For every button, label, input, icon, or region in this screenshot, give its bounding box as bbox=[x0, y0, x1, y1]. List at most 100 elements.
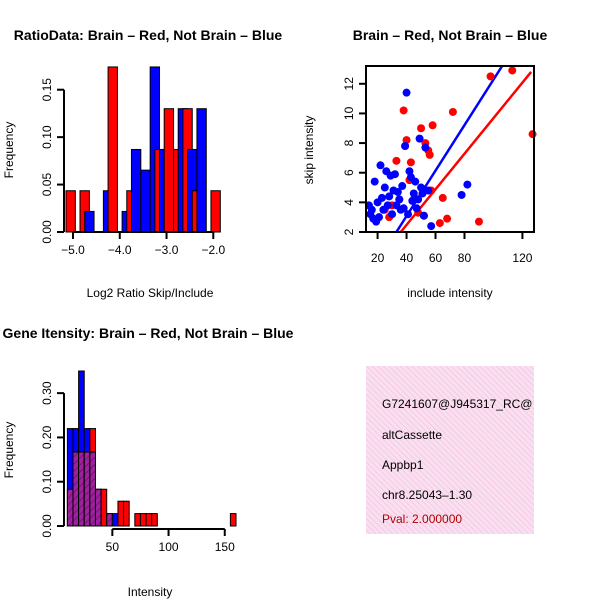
x-tick-label: 150 bbox=[215, 540, 235, 554]
y-tick-label: 10 bbox=[342, 106, 356, 120]
y-tick-label: 0.15 bbox=[40, 78, 54, 102]
ratio-histogram-title: RatioData: Brain – Red, Not Brain – Blue bbox=[14, 27, 283, 43]
brain-point bbox=[508, 66, 517, 75]
brain-bar bbox=[210, 190, 221, 233]
x-tick-label: 20 bbox=[371, 251, 385, 265]
scatter-xlabel: include intensity bbox=[407, 286, 492, 300]
not-brain-point bbox=[409, 189, 418, 198]
overlap-bar bbox=[66, 488, 74, 527]
not-brain-point bbox=[395, 195, 404, 204]
x-tick-label: −5.0 bbox=[61, 243, 85, 257]
brain-bar bbox=[163, 108, 175, 233]
brain-bar bbox=[123, 500, 130, 527]
x-tick-label: −3.0 bbox=[155, 243, 179, 257]
gene-intensity-title: Gene Itensity: Brain – Red, Not Brain – … bbox=[3, 325, 294, 341]
not-brain-point bbox=[463, 180, 472, 189]
x-tick-label: 50 bbox=[106, 540, 120, 554]
y-tick-label: 0.05 bbox=[40, 173, 54, 197]
brain-bar bbox=[139, 513, 147, 527]
brain-bar bbox=[145, 513, 153, 527]
x-tick-label: 100 bbox=[159, 540, 179, 554]
blue-fit-line bbox=[395, 65, 504, 233]
not-brain-point bbox=[398, 182, 407, 191]
not-brain-bar bbox=[196, 108, 207, 233]
not-brain-point bbox=[414, 195, 423, 204]
y-tick-label: 0.10 bbox=[40, 470, 54, 494]
x-tick-label: −4.0 bbox=[108, 243, 132, 257]
red-fit-line bbox=[399, 71, 533, 233]
gene-intensity-xlabel: Intensity bbox=[128, 585, 173, 599]
y-tick-label: 8 bbox=[342, 139, 356, 146]
not-brain-point bbox=[385, 192, 394, 201]
not-brain-point bbox=[377, 193, 386, 202]
scatter-ylabel: skip intensity bbox=[302, 116, 316, 185]
not-brain-point bbox=[390, 170, 399, 179]
not-brain-bar bbox=[111, 513, 119, 527]
y-tick-label: 0.10 bbox=[40, 125, 54, 149]
overlap-bar bbox=[94, 488, 102, 527]
not-brain-point bbox=[421, 143, 430, 152]
scatter-axes: 20 40 60 80 120 2 4 6 8 10 12 bbox=[342, 65, 535, 265]
brain-point bbox=[486, 72, 495, 81]
brain-point bbox=[399, 106, 408, 115]
overlap-bar bbox=[89, 451, 96, 527]
not-brain-point bbox=[401, 142, 410, 151]
scatter-plot-frame bbox=[365, 65, 535, 233]
brain-bar bbox=[100, 488, 108, 527]
x-tick-label: −2.0 bbox=[201, 243, 225, 257]
not-brain-point bbox=[419, 211, 428, 220]
brain-bar bbox=[229, 513, 237, 527]
info-location: chr8.25043–1.30 bbox=[382, 488, 472, 502]
gene-intensity-panel: Gene Itensity: Brain – Red, Not Brain – … bbox=[2, 325, 294, 599]
brain-bar bbox=[65, 190, 76, 233]
ratio-histogram-xlabel: Log2 Ratio Skip/Include bbox=[87, 286, 214, 300]
brain-point bbox=[474, 217, 483, 226]
intensity-scatter-panel: Brain – Red, Not Brain – Blue 20 40 60 80 12… bbox=[302, 27, 547, 300]
gene-intensity-axes: 50 100 150 0.00 0.10 0.20 0.30 bbox=[40, 381, 235, 554]
not-brain-point bbox=[370, 177, 379, 186]
info-panel: G7241607@J945317_RC@ altCassette Appbp1 … bbox=[366, 366, 534, 534]
brain-bar bbox=[117, 500, 125, 527]
info-gene: Appbp1 bbox=[382, 458, 424, 472]
not-brain-point bbox=[375, 213, 384, 222]
y-tick-label: 0.30 bbox=[40, 381, 54, 405]
info-event-id: G7241607@J945317_RC@ bbox=[382, 397, 532, 411]
overlap-bar bbox=[83, 451, 91, 527]
info-event-type: altCassette bbox=[382, 428, 442, 442]
x-tick-label: 40 bbox=[400, 251, 414, 265]
info-pval: Pval: 2.000000 bbox=[382, 512, 462, 526]
not-brain-point bbox=[383, 201, 392, 210]
brain-point bbox=[443, 214, 452, 223]
gene-intensity-bars bbox=[66, 370, 237, 527]
not-brain-point bbox=[393, 187, 402, 196]
brain-bar bbox=[134, 513, 141, 527]
brain-point bbox=[448, 107, 457, 116]
overlap-bar bbox=[72, 451, 80, 527]
not-brain-point bbox=[427, 222, 436, 231]
x-tick-label: 120 bbox=[512, 251, 532, 265]
not-brain-point bbox=[411, 177, 420, 186]
not-brain-bar bbox=[84, 210, 95, 233]
gene-intensity-ylabel: Frequency bbox=[2, 422, 16, 479]
brain-point bbox=[417, 124, 426, 133]
info-panel-background bbox=[366, 366, 534, 534]
y-tick-label: 0.00 bbox=[40, 514, 54, 538]
brain-point bbox=[428, 121, 437, 130]
ratio-histogram-bars bbox=[65, 66, 221, 233]
not-brain-point bbox=[404, 210, 412, 219]
brain-bar bbox=[107, 66, 118, 233]
brain-point bbox=[392, 156, 401, 165]
y-tick-label: 6 bbox=[342, 169, 356, 176]
y-tick-label: 0.00 bbox=[40, 220, 54, 244]
x-tick-label: 60 bbox=[429, 251, 443, 265]
not-brain-point bbox=[457, 190, 466, 199]
brain-point bbox=[406, 158, 415, 167]
not-brain-point bbox=[388, 210, 397, 219]
y-tick-label: 4 bbox=[342, 199, 356, 206]
not-brain-point bbox=[412, 204, 421, 213]
not-brain-point bbox=[399, 204, 408, 213]
scatter-points bbox=[364, 66, 537, 231]
not-brain-point bbox=[424, 186, 433, 195]
y-tick-label: 12 bbox=[342, 77, 356, 91]
